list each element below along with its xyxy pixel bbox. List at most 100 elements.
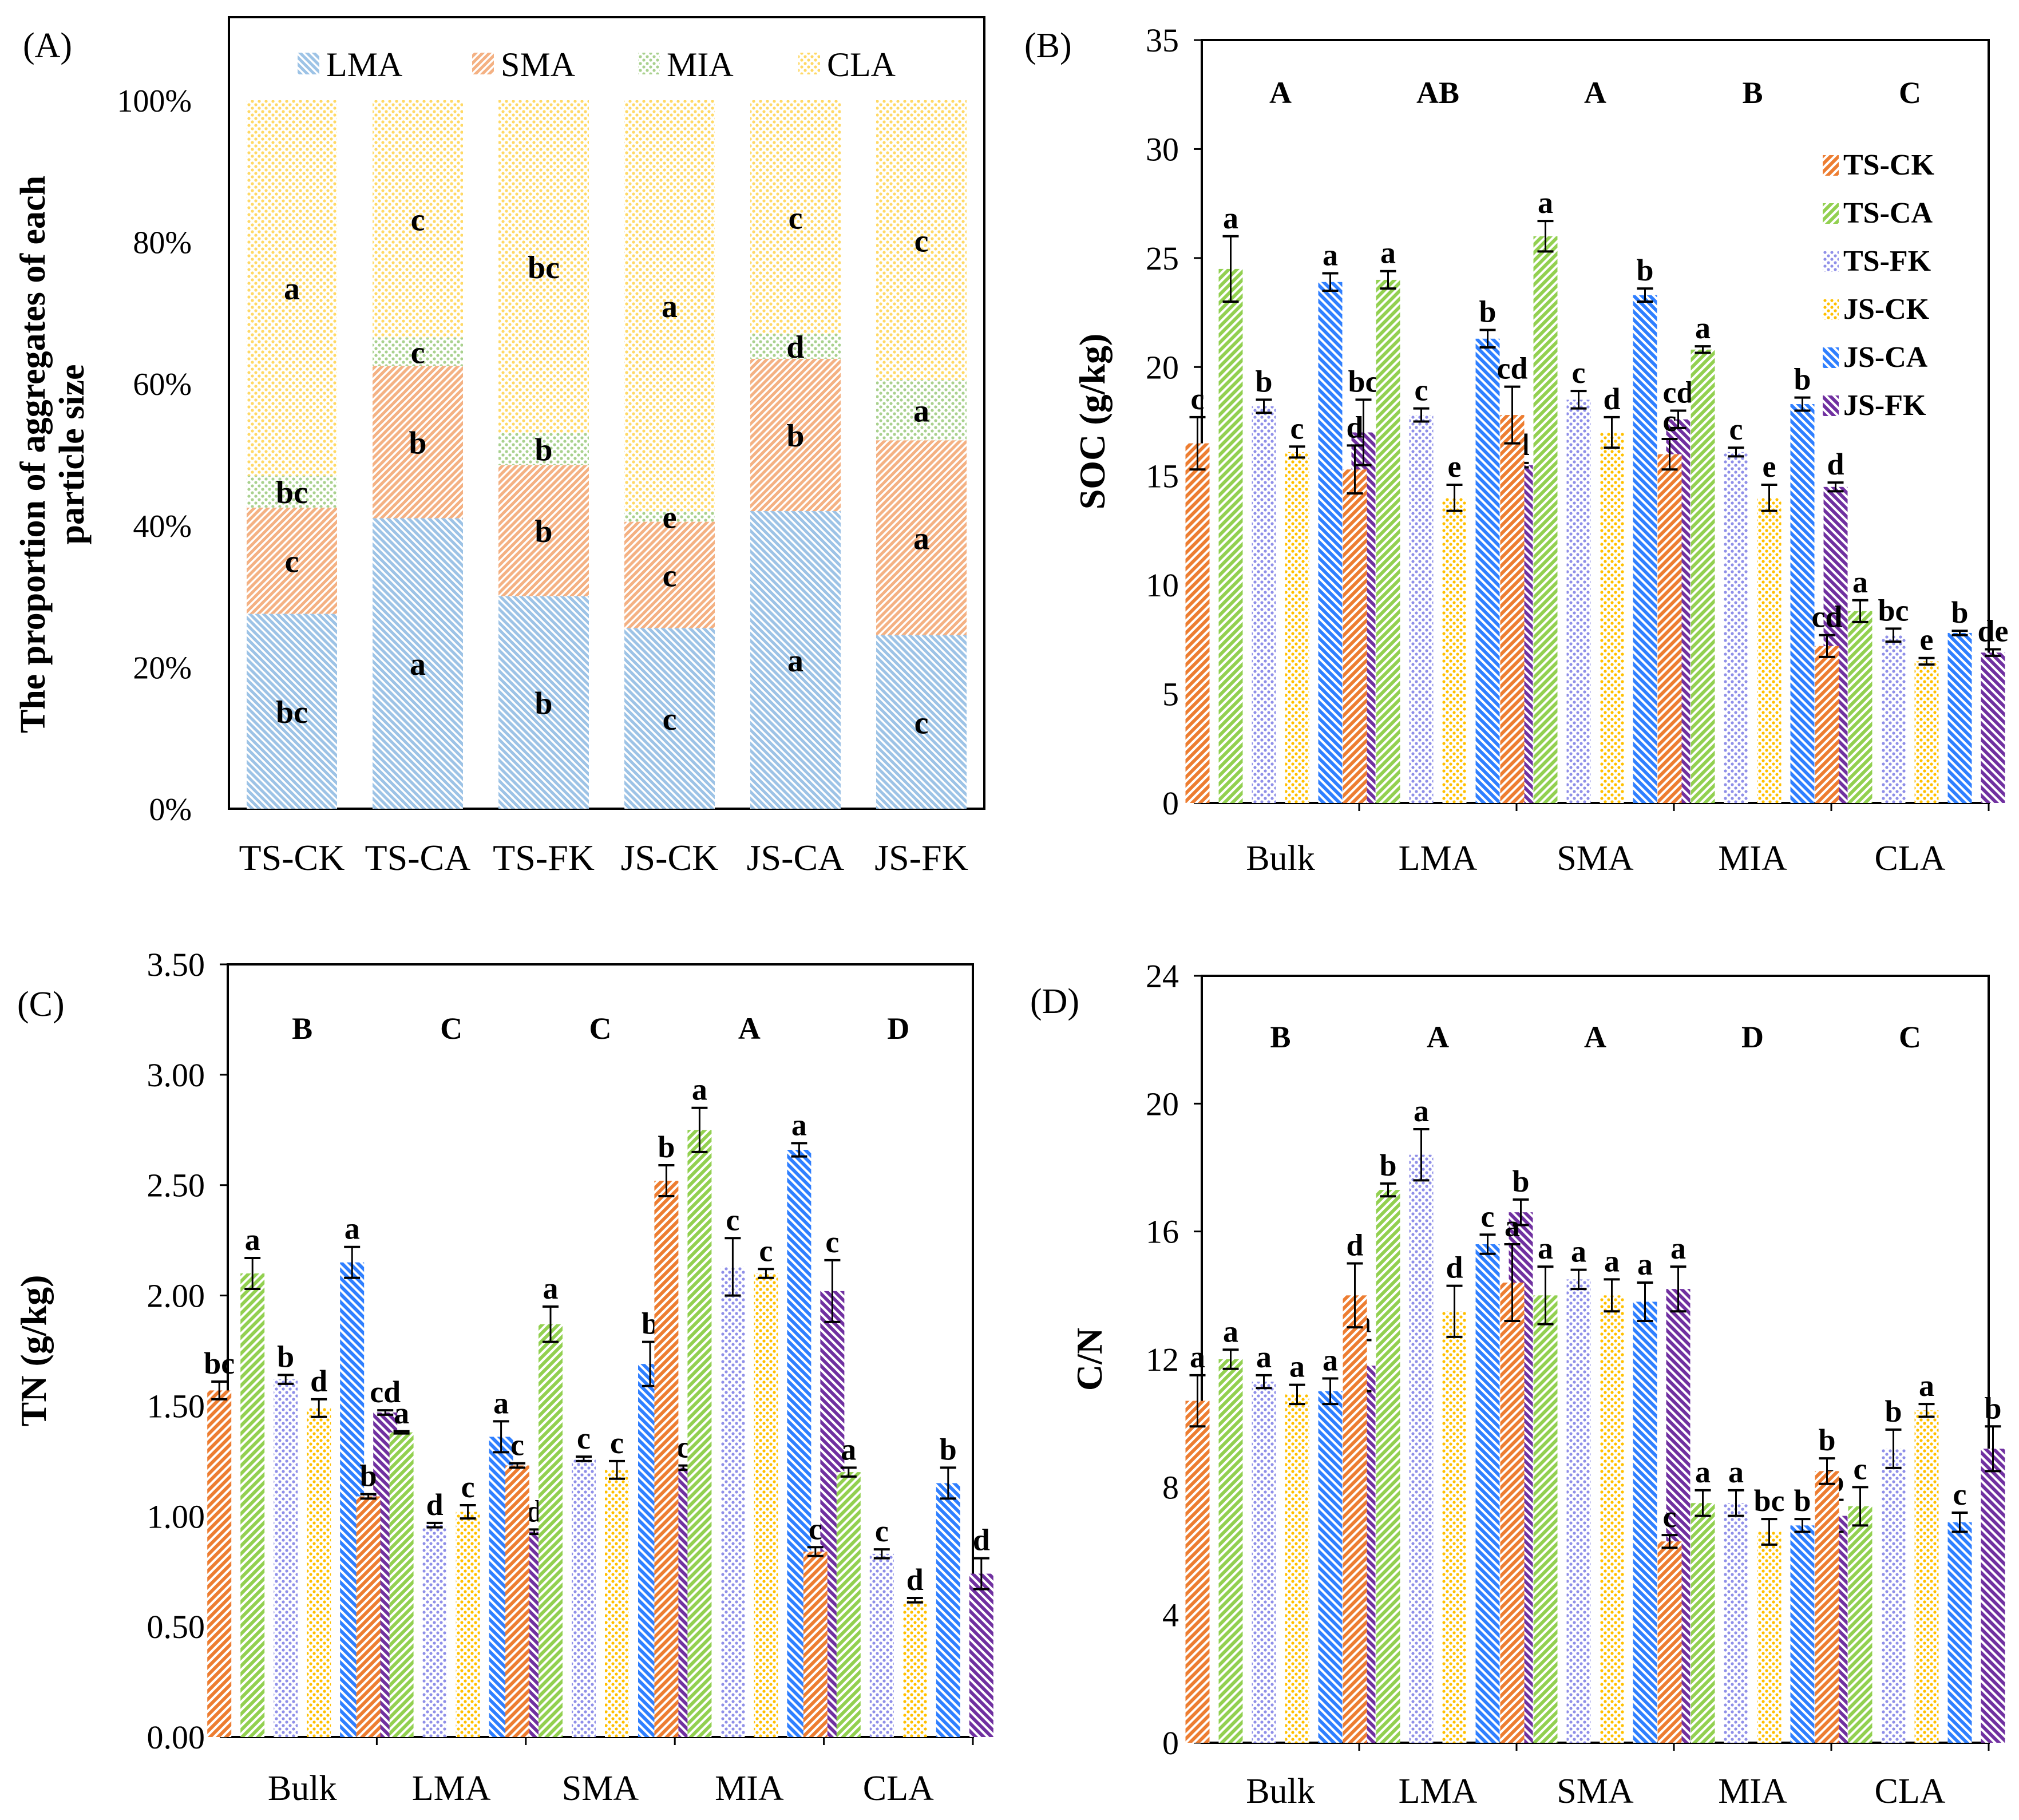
significance-letter: c [1729, 412, 1743, 446]
significance-letter: a [692, 1073, 707, 1107]
bar [605, 1470, 629, 1737]
significance-letter: a [1223, 1314, 1238, 1348]
significance-letter: b [1951, 595, 1968, 630]
significance-letter: c [411, 335, 425, 370]
significance-letter: a [1256, 1340, 1272, 1374]
y-tick-label: 15 [1146, 458, 1179, 495]
y-tick-label: 3.50 [147, 946, 205, 983]
legend-label: JS-FK [1843, 389, 1926, 422]
bar [1790, 1525, 1815, 1743]
group-letter: B [1270, 1020, 1290, 1054]
significance-letter: a [1604, 1244, 1620, 1278]
bar [1947, 1522, 1972, 1743]
legend-label: JS-CK [1843, 293, 1930, 326]
bar [1633, 295, 1657, 803]
y-tick-label: 30 [1146, 130, 1179, 168]
bar [1848, 611, 1872, 803]
bar [1252, 406, 1276, 803]
panel-label: (C) [17, 985, 65, 1024]
bar [654, 1181, 679, 1737]
significance-letter: b [1794, 362, 1811, 397]
bar [1691, 349, 1715, 803]
y-tick-label: 0 [1162, 1724, 1179, 1762]
significance-letter: c [663, 702, 677, 737]
y-tick-label: 20% [133, 650, 192, 686]
bar [687, 1130, 712, 1737]
bar [1343, 1295, 1367, 1743]
significance-letter: a [791, 1107, 807, 1142]
legend: LMA SMA MIA CLA [298, 46, 896, 84]
bar [539, 1324, 563, 1737]
significance-letter: c [1481, 1199, 1495, 1233]
legend-swatch [798, 53, 820, 74]
bar-segment [750, 100, 841, 334]
significance-letter: a [543, 1271, 559, 1305]
significance-letter: c [1854, 1451, 1867, 1486]
bar [456, 1512, 480, 1737]
x-tick-label: CLA [1875, 839, 1946, 878]
significance-letter: b [1794, 1483, 1811, 1518]
bar-segment [624, 628, 715, 809]
significance-letter: a [1571, 1235, 1586, 1269]
y-tick-label: 3.00 [147, 1057, 205, 1094]
significance-letter: c [610, 1426, 624, 1460]
bar [836, 1472, 861, 1737]
significance-letter: b [535, 514, 552, 549]
bar [307, 1408, 331, 1737]
bar [1724, 452, 1748, 803]
bar [1442, 497, 1467, 803]
x-tick-label: SMA [1557, 839, 1634, 878]
y-tick-label: 1.00 [147, 1498, 205, 1535]
bar [1881, 635, 1906, 803]
bar [572, 1459, 596, 1737]
legend-label: LMA [326, 46, 402, 84]
bar-segment [750, 358, 841, 512]
significance-letter: b [786, 418, 804, 454]
y-tick-label: 2.50 [147, 1167, 205, 1204]
significance-letter: c [1572, 355, 1586, 390]
legend-swatch [638, 53, 660, 74]
significance-letter: b [535, 686, 552, 721]
x-tick-label: SMA [1557, 1772, 1634, 1811]
bar [1691, 1503, 1715, 1743]
significance-letter: a [1380, 236, 1396, 270]
panel-a-frame [228, 16, 985, 810]
bar-segment [876, 100, 967, 381]
legend-swatch [472, 53, 494, 74]
y-tick-label: 0 [1162, 785, 1179, 822]
significance-letter: c [915, 705, 929, 741]
significance-letter: a [1505, 1209, 1520, 1243]
group-letter: C [589, 1011, 612, 1046]
group-letter: A [1584, 1020, 1606, 1054]
bar [1318, 282, 1343, 803]
y-tick-label: 60% [133, 367, 192, 402]
bar [1790, 404, 1815, 803]
group-letter: B [1742, 76, 1763, 110]
significance-letter: d [1346, 410, 1363, 444]
panel-c: (C) 0.00 0.50 1.00 1.50 2.00 2.50 3.00 3.50 TN (g… [13, 946, 993, 1808]
y-tick-label: 100% [117, 84, 192, 119]
bar [1218, 1359, 1243, 1743]
x-tick-label: Bulk [1246, 839, 1315, 878]
significance-letter: b [1255, 364, 1272, 398]
significance-letter: a [1919, 1368, 1934, 1403]
bar [505, 1465, 529, 1737]
x-tick-label: LMA [1399, 1772, 1478, 1811]
legend-label: SMA [501, 46, 575, 84]
significance-letter: a [1852, 565, 1868, 599]
bar [1409, 415, 1434, 803]
y-tick-label: 20 [1146, 1085, 1179, 1122]
significance-letter: c [411, 202, 425, 238]
legend-swatch [298, 53, 319, 74]
bar [936, 1483, 960, 1737]
significance-letter: d [973, 1523, 990, 1557]
significance-letter: d [310, 1364, 327, 1398]
y-tick-label: 16 [1146, 1213, 1179, 1251]
significance-letter: b [1512, 1164, 1529, 1198]
significance-letter: cd [1812, 600, 1843, 634]
x-tick-label: TS-CA [365, 837, 471, 878]
group-letter: C [1899, 1020, 1921, 1054]
significance-letter: bc [1348, 364, 1379, 398]
panel-d: (D)04812162024C/NBulkBaaaaaaLMAAdbadcbSM… [1030, 958, 2005, 1811]
